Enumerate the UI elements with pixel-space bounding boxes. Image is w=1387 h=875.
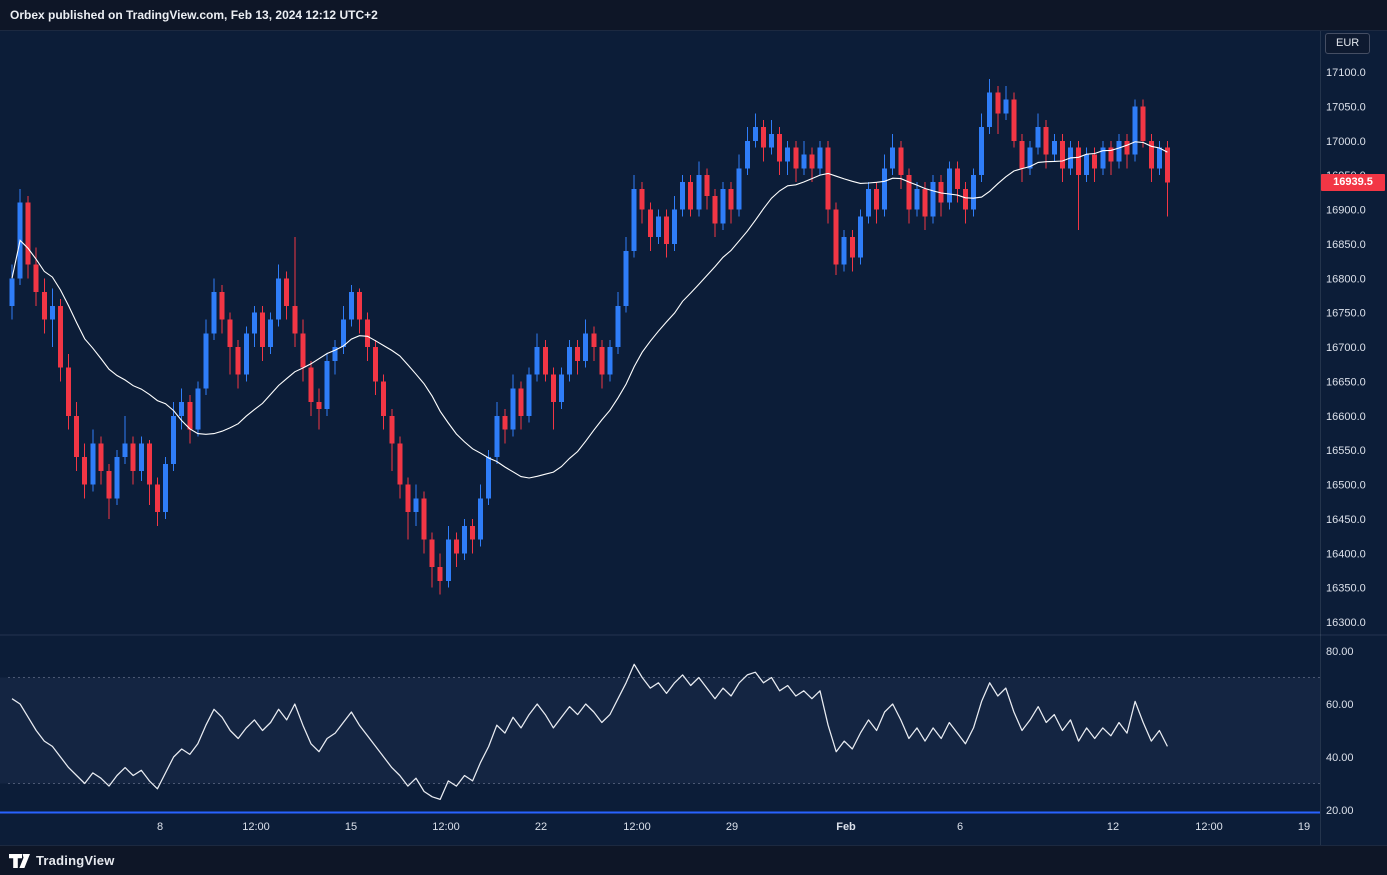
currency-badge[interactable]: EUR (1325, 33, 1371, 54)
svg-text:12: 12 (1107, 821, 1119, 833)
svg-text:16400.0: 16400.0 (1326, 548, 1366, 560)
svg-text:16550.0: 16550.0 (1326, 445, 1366, 457)
tradingview-logo-icon (9, 853, 30, 868)
svg-text:16300.0: 16300.0 (1326, 617, 1366, 629)
svg-text:16850.0: 16850.0 (1326, 239, 1366, 251)
svg-text:17000.0: 17000.0 (1326, 136, 1366, 148)
svg-text:16650.0: 16650.0 (1326, 376, 1366, 388)
candles (9, 78, 1170, 595)
svg-text:29: 29 (726, 821, 738, 833)
attribution-text: Orbex published on TradingView.com, Feb … (10, 8, 378, 22)
price-axis-labels[interactable]: 17100.017050.017000.016950.016900.016850… (1326, 67, 1366, 629)
tradingview-brand[interactable]: TradingView (9, 853, 115, 868)
svg-text:15: 15 (345, 821, 357, 833)
svg-text:80.00: 80.00 (1326, 646, 1354, 658)
svg-text:60.00: 60.00 (1326, 699, 1354, 711)
svg-text:8: 8 (157, 821, 163, 833)
svg-text:17050.0: 17050.0 (1326, 101, 1366, 113)
svg-text:16700.0: 16700.0 (1326, 342, 1366, 354)
svg-text:16750.0: 16750.0 (1326, 308, 1366, 320)
svg-text:16900.0: 16900.0 (1326, 205, 1366, 217)
svg-text:12:00: 12:00 (1195, 821, 1223, 833)
rsi-band (0, 677, 1320, 784)
svg-text:20.00: 20.00 (1326, 805, 1354, 817)
tradingview-brand-text: TradingView (36, 853, 115, 868)
top-attribution-bar: Orbex published on TradingView.com, Feb … (0, 0, 1387, 31)
svg-text:12:00: 12:00 (623, 821, 651, 833)
rsi-line (11, 663, 1168, 801)
time-axis-labels[interactable]: 8 12:00 15 12:00 22 12:00 29 Feb 6 12 12:00 19 (157, 821, 1310, 833)
svg-text:40.00: 40.00 (1326, 752, 1354, 764)
svg-text:16500.0: 16500.0 (1326, 480, 1366, 492)
svg-text:17100.0: 17100.0 (1326, 67, 1366, 79)
last-price-label[interactable]: 16939.5 (1321, 174, 1385, 191)
svg-text:12:00: 12:00 (242, 821, 270, 833)
price-axis-divider (1320, 30, 1321, 845)
svg-text:22: 22 (535, 821, 547, 833)
svg-text:16800.0: 16800.0 (1326, 273, 1366, 285)
svg-text:16600.0: 16600.0 (1326, 411, 1366, 423)
svg-text:16350.0: 16350.0 (1326, 583, 1366, 595)
svg-text:16450.0: 16450.0 (1326, 514, 1366, 526)
svg-text:19: 19 (1298, 821, 1310, 833)
moving-average-line (11, 141, 1168, 479)
svg-text:12:00: 12:00 (432, 821, 460, 833)
bottom-brand-bar: TradingView (0, 845, 1387, 875)
svg-text:Feb: Feb (836, 821, 856, 833)
rsi-axis-labels[interactable]: 80.00 60.00 40.00 20.00 (1326, 646, 1354, 817)
svg-text:6: 6 (957, 821, 963, 833)
